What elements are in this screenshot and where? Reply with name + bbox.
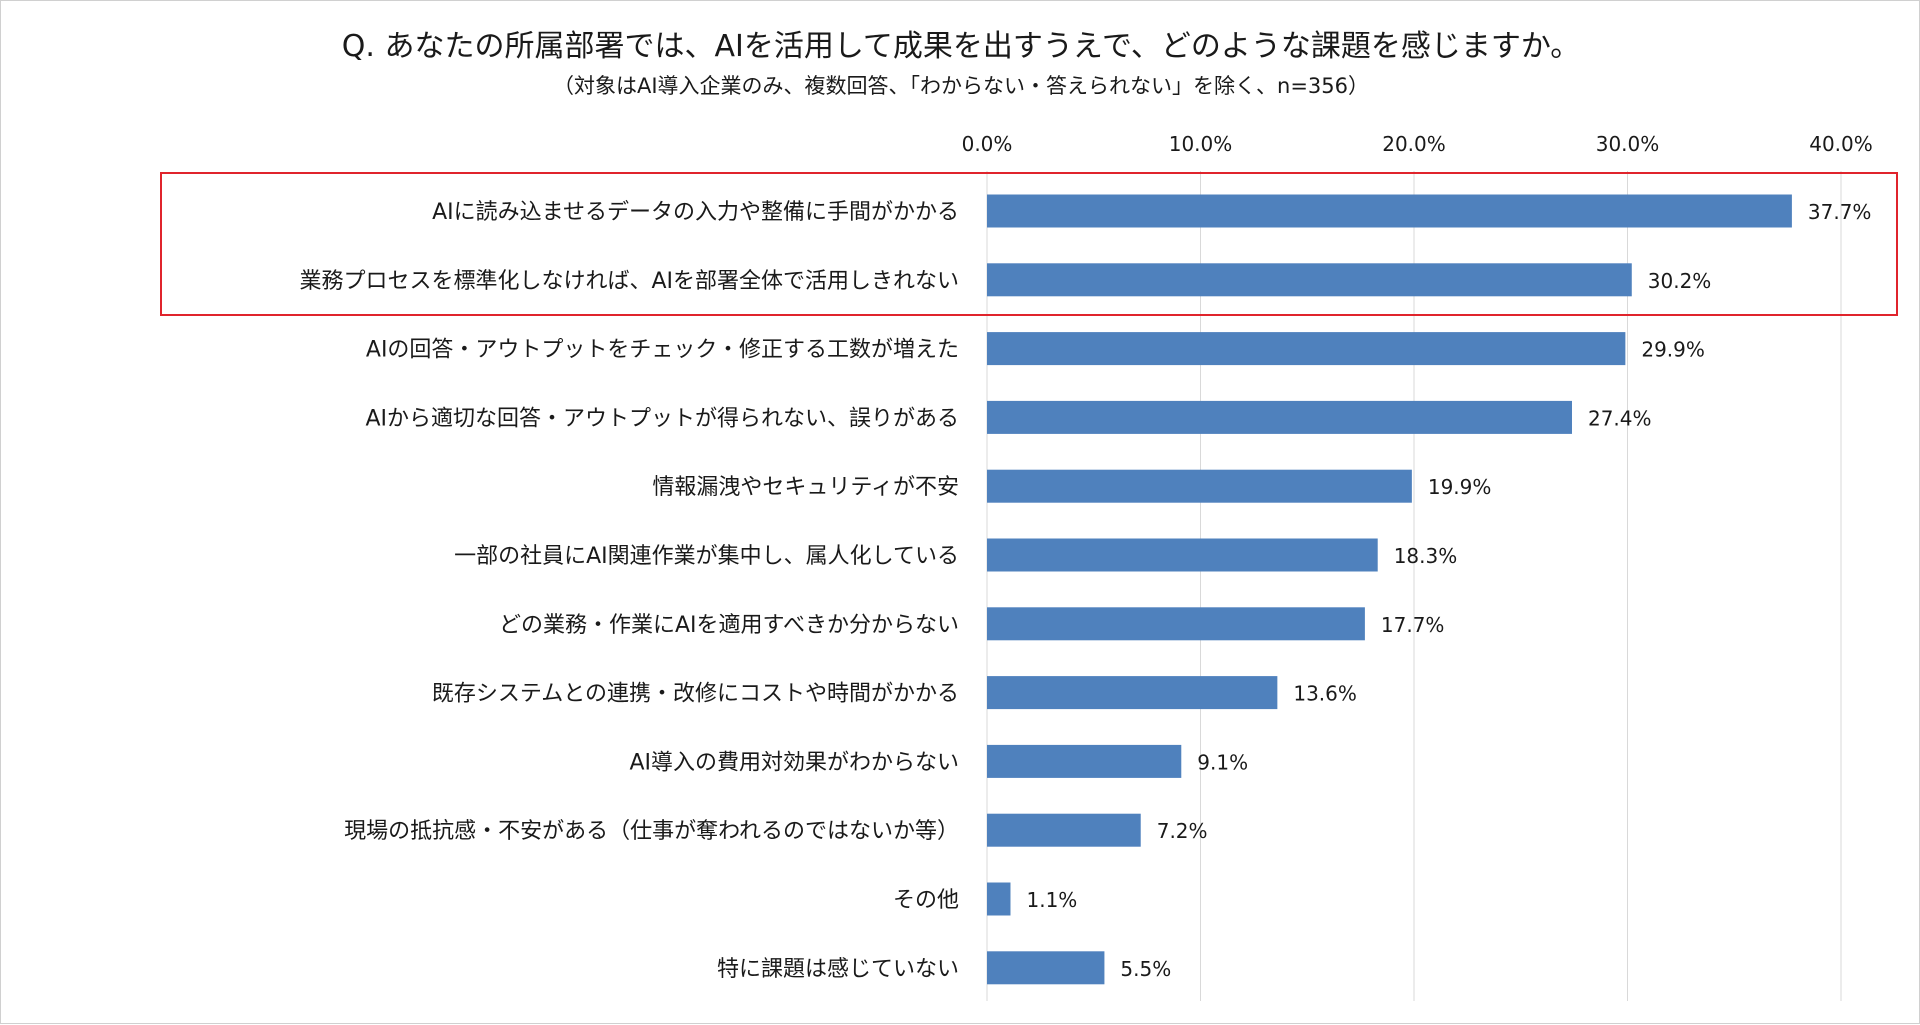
category-label: 特に課題は感じていない [717, 957, 959, 982]
x-axis-ticks: 0.0% 10.0% 20.0% 30.0% 40.0% [962, 132, 1873, 156]
bar [987, 194, 1792, 228]
category-label: 業務プロセスを標準化しなければ、AIを部署全体で活用しきれない [299, 269, 959, 294]
data-label: 18.3% [1394, 544, 1458, 568]
x-tick-label: 30.0% [1596, 132, 1660, 156]
data-label: 9.1% [1197, 750, 1248, 774]
category-label: AIに読み込ませるデータの入力や整備に手間がかかる [432, 200, 959, 225]
bar [987, 469, 1412, 503]
highlight-box [160, 172, 1898, 316]
bar [987, 744, 1182, 778]
category-label: AIから適切な回答・アウトプットが得られない、誤りがある [365, 406, 959, 431]
bars [987, 194, 1792, 985]
data-label: 7.2% [1157, 819, 1208, 843]
chart-title: Q. あなたの所属部署では、AIを活用して成果を出すうえで、どのような課題を感じ… [342, 29, 1580, 64]
bar [987, 676, 1278, 710]
data-labels: 37.7% 30.2% 29.9% 27.4% 19.9% 18.3% 17.7% 13.6%… [1026, 200, 1871, 981]
category-label: その他 [893, 888, 959, 913]
category-label: 一部の社員にAI関連作業が集中し、属人化している [454, 544, 959, 569]
data-label: 30.2% [1648, 269, 1712, 293]
category-label: AIの回答・アウトプットをチェック・修正する工数が増えた [366, 338, 959, 363]
data-label: 37.7% [1808, 200, 1872, 224]
category-labels: AIに読み込ませるデータの入力や整備に手間がかかる業務プロセスを標準化しなければ… [299, 200, 959, 982]
bar [987, 882, 1011, 916]
x-tick-label: 20.0% [1382, 132, 1446, 156]
gridlines [986, 171, 1842, 1001]
category-label: 現場の抵抗感・不安がある（仕事が奪われるのではないか等） [344, 819, 959, 844]
category-label: どの業務・作業にAIを適用すべきか分からない [499, 613, 959, 638]
bar [987, 951, 1105, 985]
x-tick-label: 40.0% [1809, 132, 1873, 156]
data-label: 17.7% [1381, 613, 1445, 637]
data-label: 29.9% [1641, 338, 1705, 362]
category-label: 既存システムとの連携・改修にコストや時間がかかる [432, 682, 959, 707]
data-label: 5.5% [1120, 957, 1171, 981]
bar [987, 813, 1141, 847]
x-tick-label: 10.0% [1169, 132, 1233, 156]
data-label: 27.4% [1588, 406, 1652, 430]
bar [987, 263, 1632, 297]
bar [987, 332, 1626, 366]
bar [987, 607, 1365, 641]
bar [987, 538, 1378, 572]
chart-subtitle: （対象はAI導入企業のみ、複数回答、「わからない・答えられない」を除く、n=35… [553, 74, 1369, 98]
x-tick-label: 0.0% [962, 132, 1013, 156]
bar [987, 400, 1572, 434]
data-label: 19.9% [1428, 475, 1492, 499]
data-label: 13.6% [1293, 682, 1357, 706]
data-label: 1.1% [1026, 888, 1077, 912]
category-label: AI導入の費用対効果がわからない [629, 750, 959, 775]
category-label: 情報漏洩やセキュリティが不安 [652, 475, 959, 500]
